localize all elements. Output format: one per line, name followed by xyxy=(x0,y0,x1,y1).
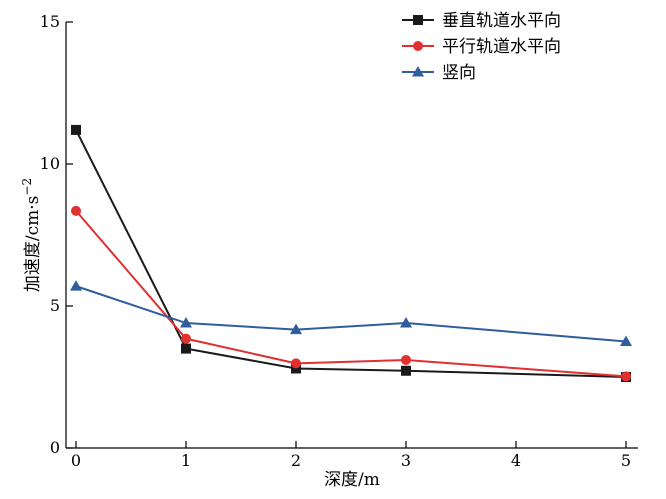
x-tick-label: 4 xyxy=(511,451,521,470)
y-axis-label-main: 加速度/cm·s xyxy=(23,196,43,293)
x-tick-label: 3 xyxy=(401,451,411,470)
legend-label: 垂直轨道水平向 xyxy=(442,11,561,31)
axes xyxy=(65,22,638,449)
data-point xyxy=(70,280,82,291)
legend-marker xyxy=(413,41,423,51)
y-tick-label: 0 xyxy=(50,438,60,457)
x-tick-label: 0 xyxy=(71,451,81,470)
legend-item: 平行轨道水平向 xyxy=(402,37,561,57)
x-axis-label: 深度/m xyxy=(324,470,380,490)
x-tick-label: 2 xyxy=(291,451,301,470)
ticks xyxy=(66,21,627,449)
legend-marker xyxy=(413,15,423,25)
series-2 xyxy=(70,280,632,346)
tick-labels: 0 1 2 3 4 5 0 5 10 15 xyxy=(40,12,631,470)
data-point xyxy=(180,317,192,328)
y-axis-label-superscript: −2 xyxy=(20,178,34,196)
data-point xyxy=(401,354,411,365)
data-point xyxy=(290,323,302,335)
data-point xyxy=(181,343,191,354)
x-tick-label: 1 xyxy=(181,451,191,470)
data-point xyxy=(71,205,81,216)
data-point xyxy=(71,124,81,135)
data-point xyxy=(400,317,412,328)
series-group xyxy=(70,124,632,382)
legend-item: 垂直轨道水平向 xyxy=(402,11,561,31)
y-tick-label: 5 xyxy=(50,296,60,315)
series-line xyxy=(75,129,627,378)
legend-label: 平行轨道水平向 xyxy=(442,37,561,57)
legend-item: 竖向 xyxy=(402,63,476,83)
series-0 xyxy=(71,124,631,382)
y-tick-label: 15 xyxy=(40,12,60,31)
data-point xyxy=(291,363,301,374)
data-point xyxy=(621,371,631,382)
legend-marker xyxy=(412,66,424,77)
series-1 xyxy=(71,205,631,382)
data-point xyxy=(181,333,191,344)
y-axis-label: 加速度/cm·s−2 xyxy=(20,178,43,292)
x-tick-label: 5 xyxy=(621,451,631,470)
legend-label: 竖向 xyxy=(442,63,476,83)
y-tick-label: 10 xyxy=(40,154,60,173)
data-point xyxy=(620,335,632,346)
data-point xyxy=(291,358,301,369)
data-point xyxy=(401,365,411,376)
